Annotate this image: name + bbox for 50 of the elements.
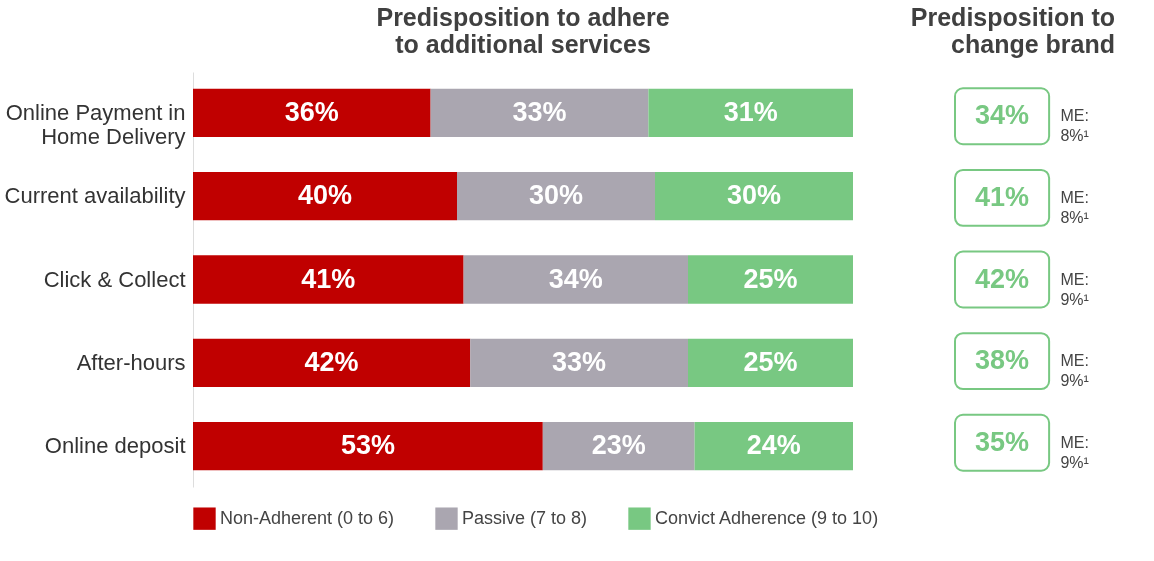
text: 41% <box>975 181 1030 212</box>
bar <box>648 88 853 137</box>
bar <box>457 172 655 221</box>
data-label: 33% <box>512 96 567 127</box>
bar <box>193 255 464 304</box>
data-label: 41% <box>301 263 356 294</box>
text: ME: 9%¹ <box>1060 270 1089 308</box>
text: 42% <box>975 263 1030 294</box>
y-tick-label: Online Payment in Home Delivery <box>5 99 186 149</box>
chart-title: Predisposition to adhere to additional services <box>376 3 670 58</box>
bar <box>193 88 431 137</box>
data-label: 36% <box>284 96 339 127</box>
bar <box>463 255 688 304</box>
bar <box>430 88 649 137</box>
text: ME: 9%¹ <box>1060 433 1089 471</box>
data-label: 25% <box>743 263 798 294</box>
y-tick-label: Current availability <box>4 183 186 209</box>
data-label: 23% <box>591 430 646 461</box>
data-label: 33% <box>552 346 607 377</box>
bar <box>193 422 543 471</box>
text: 35% <box>975 426 1030 457</box>
bar <box>688 338 853 387</box>
legend-label: Non-Adherent (0 to 6) <box>220 507 395 528</box>
data-label: 53% <box>340 430 395 461</box>
text: Predisposition to change brand <box>910 3 1115 58</box>
data-label: 42% <box>304 346 359 377</box>
data-label: 31% <box>723 96 778 127</box>
data-label: 24% <box>746 430 801 461</box>
text: ME: 9%¹ <box>1060 352 1089 390</box>
text: 38% <box>975 345 1030 376</box>
legend-label: Convict Adherence (9 to 10) <box>655 507 879 528</box>
bar <box>193 172 457 221</box>
bar <box>470 338 688 387</box>
bar <box>688 255 853 304</box>
legend-label: Passive (7 to 8) <box>462 507 588 528</box>
text: 34% <box>975 100 1030 131</box>
data-label: 34% <box>548 263 603 294</box>
text: ME: 8%¹ <box>1060 107 1089 145</box>
data-label: 40% <box>297 180 353 211</box>
bar <box>542 422 695 471</box>
y-tick-label: Online deposit <box>44 433 186 459</box>
bar <box>655 172 853 221</box>
data-label: 30% <box>726 180 782 211</box>
bar <box>694 422 853 471</box>
bar <box>193 338 471 387</box>
data-label: 25% <box>743 346 798 377</box>
y-tick-label: After-hours <box>76 349 186 375</box>
data-label: 30% <box>528 180 584 211</box>
text: ME: 8%¹ <box>1060 188 1089 226</box>
y-tick-label: Click & Collect <box>43 266 186 292</box>
